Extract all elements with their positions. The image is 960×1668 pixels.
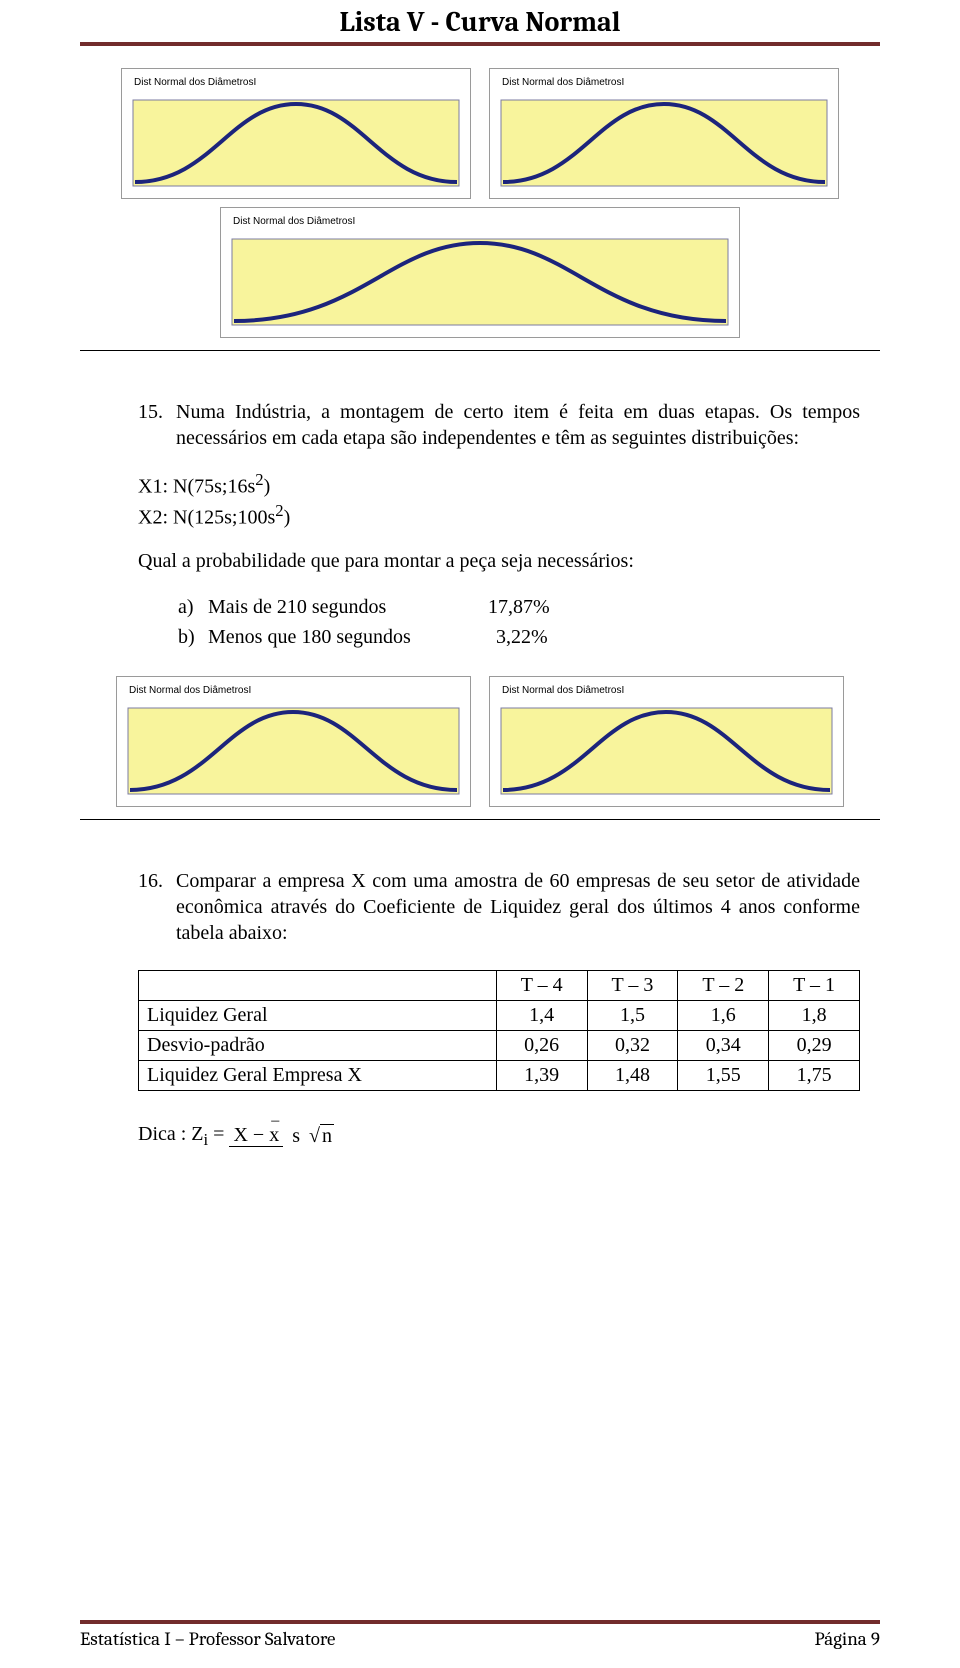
table-cell: 1,8	[769, 1001, 860, 1031]
q15-number: 15.	[138, 399, 176, 451]
formula-eq: =	[208, 1123, 229, 1145]
table-cell: 1,6	[678, 1001, 769, 1031]
text: X1: N(75s;16s	[138, 476, 255, 498]
table-row: Liquidez Geral 1,4 1,5 1,6 1,8	[139, 1001, 860, 1031]
normal-curve-icon	[499, 706, 834, 796]
question-16: 16. Comparar a empresa X com uma amostra…	[138, 868, 860, 1150]
chart-title: Dist Normal dos DiâmetrosI	[129, 685, 464, 696]
formula-sqrt-n: √n	[309, 1124, 334, 1147]
table-cell: 1,39	[496, 1061, 587, 1091]
ans-key: b)	[178, 622, 208, 652]
footer-left: Estatística I – Professor Salvatore	[80, 1628, 335, 1650]
table-cell: T – 2	[678, 971, 769, 1001]
q15-dist2: X2: N(125s;100s2)	[138, 500, 860, 531]
table-cell: Liquidez Geral	[139, 1001, 497, 1031]
formula-s: s	[288, 1125, 304, 1147]
chart-title: Dist Normal dos DiâmetrosI	[134, 77, 464, 88]
q15-intro: Numa Indústria, a montagem de certo item…	[176, 399, 860, 451]
text: )	[264, 476, 271, 498]
footer-right: Página 9	[815, 1628, 880, 1650]
table-cell: 1,5	[587, 1001, 678, 1031]
table-cell: 0,32	[587, 1031, 678, 1061]
footer-rule	[80, 1620, 880, 1624]
charts-row-3: Dist Normal dos DiâmetrosI Dist Normal d…	[80, 676, 880, 807]
normal-curve-icon	[230, 237, 730, 327]
formula-fraction: X − x s √n	[229, 1124, 334, 1148]
q15-dist1: X1: N(75s;16s2)	[138, 469, 860, 500]
chart-title: Dist Normal dos DiâmetrosI	[233, 216, 733, 227]
formula-prefix: Dica : Z	[138, 1123, 204, 1145]
sqrt-icon: √	[309, 1125, 320, 1147]
text: X2: N(125s;100s	[138, 506, 275, 528]
formula-denominator: s √n	[288, 1124, 334, 1146]
charts-row-1: Dist Normal dos DiâmetrosI Dist Normal d…	[80, 68, 880, 199]
question-15: 15. Numa Indústria, a montagem de certo …	[138, 399, 860, 652]
charts-row-2: Dist Normal dos DiâmetrosI	[80, 207, 880, 338]
table-cell: 1,4	[496, 1001, 587, 1031]
table-cell: T – 1	[769, 971, 860, 1001]
q16-intro: Comparar a empresa X com uma amostra de …	[176, 868, 860, 946]
formula-n: n	[320, 1124, 334, 1147]
table-cell: Liquidez Geral Empresa X	[139, 1061, 497, 1091]
chart-title: Dist Normal dos DiâmetrosI	[502, 77, 832, 88]
ans-label: Mais de 210 segundos	[208, 592, 488, 622]
table-cell: 1,75	[769, 1061, 860, 1091]
page-title: Lista V - Curva Normal	[80, 0, 880, 42]
table-cell: 0,34	[678, 1031, 769, 1061]
formula-numerator: X − x	[229, 1124, 283, 1147]
table-header-row: T – 4 T – 3 T – 2 T – 1	[139, 971, 860, 1001]
q16-number: 16.	[138, 868, 176, 946]
chart-q16-a: Dist Normal dos DiâmetrosI	[116, 676, 471, 807]
page-footer: Estatística I – Professor Salvatore Pági…	[80, 1620, 880, 1650]
exp: 2	[255, 470, 263, 489]
table-cell: Desvio-padrão	[139, 1031, 497, 1061]
normal-curve-icon	[499, 98, 829, 188]
table-cell: T – 3	[587, 971, 678, 1001]
table-cell: T – 4	[496, 971, 587, 1001]
exp: 2	[275, 501, 283, 520]
q15-ans-b: b) Menos que 180 segundos 3,22%	[178, 622, 860, 652]
chart-title: Dist Normal dos DiâmetrosI	[502, 685, 837, 696]
ans-key: a)	[178, 592, 208, 622]
table-cell	[139, 971, 497, 1001]
chart-q15-b: Dist Normal dos DiâmetrosI	[489, 68, 839, 199]
normal-curve-icon	[131, 98, 461, 188]
table-cell: 1,55	[678, 1061, 769, 1091]
text: )	[284, 506, 291, 528]
section-divider	[80, 350, 880, 351]
ans-value: 3,22%	[488, 622, 588, 652]
header-rule	[80, 42, 880, 46]
x-bar: x	[269, 1124, 279, 1147]
chart-q15-c: Dist Normal dos DiâmetrosI	[220, 207, 740, 338]
ans-label: Menos que 180 segundos	[208, 622, 488, 652]
section-divider	[80, 819, 880, 820]
table-cell: 0,26	[496, 1031, 587, 1061]
chart-q16-b: Dist Normal dos DiâmetrosI	[489, 676, 844, 807]
q15-answers: a) Mais de 210 segundos 17,87% b) Menos …	[178, 592, 860, 652]
q15-ans-a: a) Mais de 210 segundos 17,87%	[178, 592, 860, 622]
ans-value: 17,87%	[488, 592, 588, 622]
q16-table: T – 4 T – 3 T – 2 T – 1 Liquidez Geral 1…	[138, 970, 860, 1091]
chart-q15-a: Dist Normal dos DiâmetrosI	[121, 68, 471, 199]
table-row: Desvio-padrão 0,26 0,32 0,34 0,29	[139, 1031, 860, 1061]
normal-curve-icon	[126, 706, 461, 796]
table-cell: 0,29	[769, 1031, 860, 1061]
table-row: Liquidez Geral Empresa X 1,39 1,48 1,55 …	[139, 1061, 860, 1091]
q15-sub: Qual a probabilidade que para montar a p…	[138, 548, 860, 574]
table-cell: 1,48	[587, 1061, 678, 1091]
q16-formula: Dica : Zi = X − x s √n	[138, 1123, 860, 1150]
